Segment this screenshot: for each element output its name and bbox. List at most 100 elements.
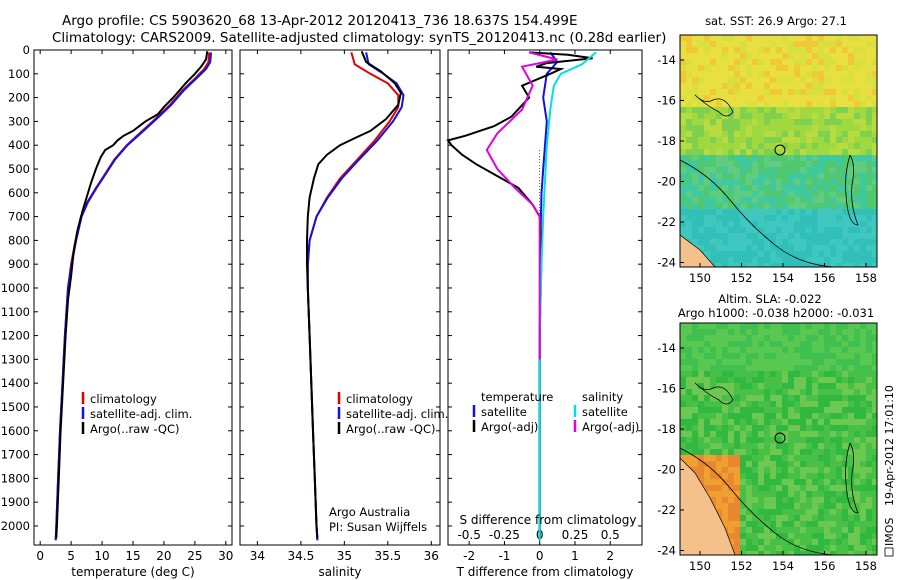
- map-cell: [728, 341, 734, 347]
- map-cell: [758, 359, 764, 365]
- map-cell: [734, 461, 740, 467]
- map-cell: [872, 437, 877, 443]
- map-cell: [872, 521, 877, 527]
- map-cell: [692, 149, 698, 155]
- map-cell: [788, 413, 794, 419]
- map-cell: [854, 479, 860, 485]
- map-cell: [764, 545, 770, 551]
- map-cell: [770, 155, 776, 161]
- map-cell: [848, 545, 854, 551]
- map-cell: [842, 143, 848, 149]
- map-cell: [776, 377, 782, 383]
- map-cell: [698, 179, 704, 185]
- map-cell: [824, 449, 830, 455]
- map-cell: [848, 167, 854, 173]
- map-cell: [746, 137, 752, 143]
- map-cell: [812, 419, 818, 425]
- map-cell: [734, 119, 740, 125]
- map-cell: [854, 203, 860, 209]
- map-cell: [842, 431, 848, 437]
- map-cell: [842, 89, 848, 95]
- shelf-contour: [680, 159, 836, 267]
- map-cell: [758, 185, 764, 191]
- map-cell: [758, 197, 764, 203]
- map-cell: [740, 215, 746, 221]
- map-cell: [782, 551, 788, 555]
- x-tick-top-label: 0.25: [562, 528, 589, 542]
- map-cell: [728, 167, 734, 173]
- map-cell: [734, 191, 740, 197]
- map-cell: [818, 467, 824, 473]
- map-cell: [812, 509, 818, 515]
- map-cell: [722, 71, 728, 77]
- map-cell: [854, 365, 860, 371]
- map-cell: [788, 227, 794, 233]
- map-cell: [836, 227, 842, 233]
- map-cell: [860, 341, 866, 347]
- map-cell: [794, 407, 800, 413]
- y-tick-label: 1700: [1, 448, 30, 462]
- map-cell: [800, 353, 806, 359]
- map-cell: [740, 203, 746, 209]
- map-cell: [752, 539, 758, 545]
- map-cell: [842, 329, 848, 335]
- map-cell: [728, 143, 734, 149]
- map-cell: [800, 161, 806, 167]
- map-cell: [788, 263, 794, 267]
- map-cell: [824, 35, 830, 41]
- map-cell: [848, 347, 854, 353]
- map-cell: [830, 245, 836, 251]
- map-cell: [866, 155, 872, 161]
- map-cell: [776, 107, 782, 113]
- map-cell: [836, 359, 842, 365]
- map-cell: [752, 551, 758, 555]
- map-cell: [818, 341, 824, 347]
- map-cell: [830, 95, 836, 101]
- y-tick-label: 200: [8, 91, 30, 105]
- map-cell: [704, 233, 710, 239]
- map-cell: [692, 353, 698, 359]
- map-cell: [752, 467, 758, 473]
- y-tick-label: 2000: [1, 519, 30, 533]
- map-cell: [734, 89, 740, 95]
- reef-contour: [845, 154, 859, 226]
- map-cell: [866, 407, 872, 413]
- map-cell: [776, 113, 782, 119]
- map-cell: [722, 455, 728, 461]
- map-cell: [734, 107, 740, 113]
- map-cell: [800, 149, 806, 155]
- map-cell: [764, 551, 770, 555]
- map-cell: [764, 209, 770, 215]
- map-cell: [734, 389, 740, 395]
- map-cell: [704, 377, 710, 383]
- map-cell: [812, 83, 818, 89]
- map-cell: [872, 47, 877, 53]
- map-cell: [830, 545, 836, 551]
- map-cell: [734, 359, 740, 365]
- map-cell: [734, 365, 740, 371]
- map-cell: [752, 113, 758, 119]
- map-cell: [752, 509, 758, 515]
- map-cell: [728, 533, 734, 539]
- map-cell: [824, 245, 830, 251]
- x-tick-label: 10: [94, 549, 109, 563]
- y-tick-label: 1900: [1, 495, 30, 509]
- map-cell: [740, 539, 746, 545]
- map-cell: [824, 65, 830, 71]
- map-cell: [848, 263, 854, 267]
- map-cell: [704, 161, 710, 167]
- map-cell: [818, 407, 824, 413]
- map-cell: [848, 47, 854, 53]
- temperature-legend: climatology satellite-adj. clim. Argo(..…: [81, 392, 192, 436]
- map-cell: [782, 497, 788, 503]
- map-cell: [752, 371, 758, 377]
- map-cell: [728, 209, 734, 215]
- map-cell: [854, 209, 860, 215]
- map-cell: [764, 389, 770, 395]
- map-cell: [824, 227, 830, 233]
- map-cell: [848, 125, 854, 131]
- map-cell: [686, 215, 692, 221]
- map-cell: [788, 95, 794, 101]
- map-cell: [848, 473, 854, 479]
- map-cell: [752, 401, 758, 407]
